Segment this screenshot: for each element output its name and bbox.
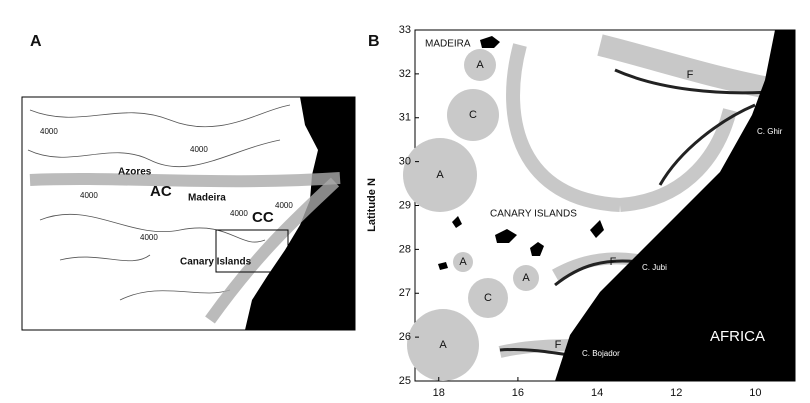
place-label: CANARY ISLANDS: [490, 209, 577, 220]
current-label: CC: [252, 209, 274, 226]
y-tick-label: 25: [399, 375, 411, 387]
contour: [27, 104, 291, 301]
eddy-label: A: [459, 256, 467, 268]
contour-label: 4000: [230, 209, 248, 218]
panel-b-map: A C A A A C A F F F MADEIRA CANARY ISLAN…: [366, 29, 796, 382]
current-band: [29, 172, 341, 188]
y-tick-label: 28: [399, 243, 411, 255]
contour-label: 4000: [140, 233, 158, 242]
place-label: Azores: [118, 167, 152, 178]
eddy-label: C: [484, 292, 492, 304]
y-tick-label: 32: [399, 68, 411, 80]
front-label: F: [555, 339, 562, 351]
panel-a-map: 4000 4000 4000 4000 4000 4000 Azores AC …: [21, 96, 356, 331]
x-tick-label: 10: [749, 387, 761, 399]
eddies: [403, 49, 539, 381]
cape-label: C. Bojador: [582, 349, 620, 358]
cape-label: C. Ghir: [757, 127, 783, 136]
front-band: [597, 34, 782, 101]
x-tick-label: 18: [433, 387, 445, 399]
current-band: [205, 177, 340, 324]
panel-label: A: [30, 33, 42, 50]
eddy-label: C: [469, 109, 477, 121]
land: [555, 30, 795, 381]
front-label: F: [610, 256, 617, 268]
contour-label: 4000: [40, 127, 58, 136]
current-label: AC: [150, 183, 172, 200]
place-label: MADEIRA: [425, 39, 471, 50]
front: [499, 68, 771, 358]
place-label: Madeira: [188, 193, 226, 204]
axis-title: Latitude N: [366, 178, 378, 232]
x-tick-label: 14: [591, 387, 603, 399]
y-tick-label: 33: [399, 24, 411, 36]
eddy-label: A: [476, 59, 484, 71]
y-tick-label: 31: [399, 112, 411, 124]
front-label: F: [687, 69, 694, 81]
y-tick-label: 27: [399, 287, 411, 299]
x-tick-label: 16: [512, 387, 524, 399]
cape-label: C. Jubi: [642, 263, 667, 272]
y-tick-label: 30: [399, 156, 411, 168]
inset-box: [215, 229, 289, 273]
contour-label: 4000: [275, 201, 293, 210]
eddy-label: A: [436, 169, 444, 181]
eddy-label: A: [439, 339, 447, 351]
place-label: Canary Islands: [180, 257, 252, 268]
y-tick-label: 29: [399, 199, 411, 211]
x-tick-label: 12: [670, 387, 682, 399]
panel-label: B: [368, 33, 380, 50]
y-tick-label: 26: [399, 331, 411, 343]
place-label: AFRICA: [710, 328, 765, 345]
eddy-label: A: [522, 272, 530, 284]
contour-label: 4000: [80, 191, 98, 200]
front-band: [506, 43, 737, 212]
contour-label: 4000: [190, 145, 208, 154]
